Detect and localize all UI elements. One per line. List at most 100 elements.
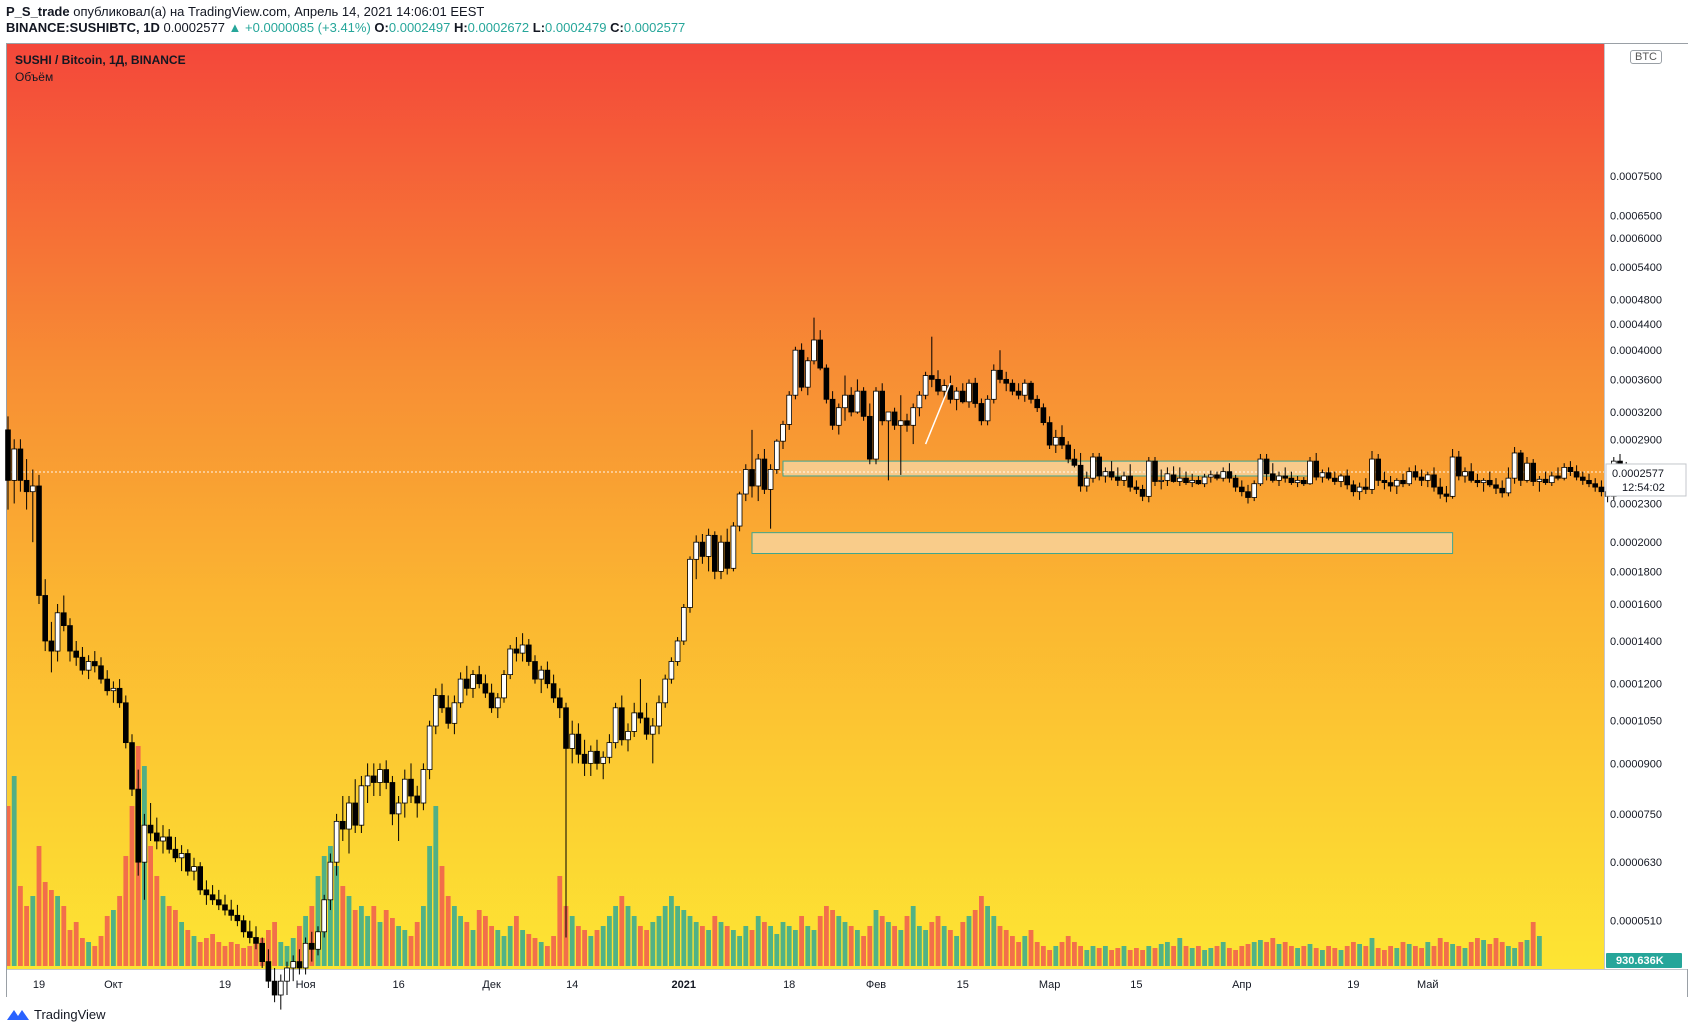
candle[interactable] bbox=[42, 595, 48, 642]
candle[interactable] bbox=[1164, 473, 1171, 481]
candle[interactable] bbox=[817, 339, 823, 369]
candle[interactable] bbox=[867, 415, 873, 460]
candle[interactable] bbox=[17, 448, 24, 481]
candle[interactable] bbox=[619, 707, 625, 741]
candle[interactable] bbox=[1090, 456, 1096, 479]
candle[interactable] bbox=[705, 534, 712, 557]
brand-name[interactable]: TradingView bbox=[34, 1006, 106, 1022]
candle[interactable] bbox=[1387, 482, 1394, 487]
candle[interactable] bbox=[1307, 460, 1313, 485]
candle[interactable] bbox=[848, 394, 854, 413]
candle[interactable] bbox=[991, 369, 997, 400]
candle[interactable] bbox=[215, 899, 222, 906]
candle[interactable] bbox=[48, 640, 55, 652]
candle[interactable] bbox=[79, 656, 86, 671]
candle[interactable] bbox=[1009, 382, 1016, 392]
candle[interactable] bbox=[1121, 475, 1127, 481]
candle[interactable] bbox=[550, 683, 557, 699]
candle[interactable] bbox=[203, 889, 210, 896]
candle[interactable] bbox=[904, 420, 910, 426]
candle[interactable] bbox=[984, 398, 991, 422]
candle[interactable] bbox=[637, 712, 644, 719]
candle[interactable] bbox=[544, 669, 551, 685]
candle[interactable] bbox=[643, 717, 650, 735]
candle[interactable] bbox=[1369, 458, 1375, 490]
candle[interactable] bbox=[879, 390, 885, 422]
candle[interactable] bbox=[370, 775, 377, 783]
candle[interactable] bbox=[718, 541, 724, 572]
candle[interactable] bbox=[1530, 462, 1537, 482]
candle[interactable] bbox=[5, 429, 11, 481]
candle[interactable] bbox=[575, 733, 582, 755]
candle[interactable] bbox=[11, 448, 18, 481]
candle[interactable] bbox=[1294, 479, 1301, 484]
candle[interactable] bbox=[1028, 382, 1034, 400]
candle[interactable] bbox=[743, 469, 749, 495]
candle[interactable] bbox=[972, 382, 978, 404]
candle[interactable] bbox=[736, 493, 743, 527]
candle[interactable] bbox=[699, 541, 706, 557]
candle[interactable] bbox=[662, 678, 668, 704]
candle[interactable] bbox=[67, 625, 73, 652]
candle[interactable] bbox=[1549, 475, 1555, 484]
candle[interactable] bbox=[364, 775, 371, 787]
candle[interactable] bbox=[1065, 444, 1072, 460]
candle[interactable] bbox=[259, 942, 265, 962]
candle[interactable] bbox=[1288, 477, 1295, 484]
candle[interactable] bbox=[922, 375, 929, 396]
candle[interactable] bbox=[265, 961, 272, 982]
candle[interactable] bbox=[1412, 471, 1419, 478]
candle[interactable] bbox=[1456, 456, 1462, 477]
candle[interactable] bbox=[1518, 452, 1524, 481]
candle[interactable] bbox=[1573, 471, 1580, 478]
candle[interactable] bbox=[557, 697, 563, 709]
candle[interactable] bbox=[98, 665, 104, 680]
candle[interactable] bbox=[1418, 476, 1425, 481]
candle[interactable] bbox=[123, 702, 129, 744]
candle[interactable] bbox=[1263, 458, 1270, 475]
candle[interactable] bbox=[228, 909, 235, 916]
candle[interactable] bbox=[1022, 382, 1028, 396]
candle[interactable] bbox=[1431, 474, 1437, 488]
candle[interactable] bbox=[1108, 471, 1115, 478]
candle[interactable] bbox=[1598, 486, 1605, 493]
candle[interactable] bbox=[1127, 475, 1134, 488]
candle[interactable] bbox=[687, 558, 693, 608]
candle[interactable] bbox=[1170, 474, 1177, 482]
candle[interactable] bbox=[1077, 464, 1084, 487]
candle[interactable] bbox=[160, 836, 166, 842]
candle[interactable] bbox=[1561, 466, 1568, 479]
candle[interactable] bbox=[494, 697, 501, 709]
candle[interactable] bbox=[823, 367, 830, 400]
candle[interactable] bbox=[1462, 471, 1468, 477]
candle[interactable] bbox=[457, 678, 464, 704]
candle[interactable] bbox=[23, 479, 30, 493]
candle[interactable] bbox=[941, 385, 947, 392]
candle[interactable] bbox=[153, 832, 160, 842]
candle[interactable] bbox=[1406, 471, 1413, 485]
candle[interactable] bbox=[1536, 478, 1543, 482]
candle[interactable] bbox=[1313, 460, 1320, 478]
candle[interactable] bbox=[327, 861, 334, 901]
candle[interactable] bbox=[767, 469, 774, 490]
candle[interactable] bbox=[302, 942, 309, 969]
candle[interactable] bbox=[668, 661, 675, 680]
candle[interactable] bbox=[135, 788, 142, 863]
candle[interactable] bbox=[1375, 458, 1382, 481]
candle[interactable] bbox=[463, 678, 470, 689]
candle[interactable] bbox=[891, 411, 898, 426]
candle[interactable] bbox=[1474, 479, 1481, 484]
candle[interactable] bbox=[594, 750, 600, 764]
candle[interactable] bbox=[1542, 478, 1549, 484]
candle[interactable] bbox=[277, 980, 284, 996]
candle[interactable] bbox=[184, 853, 191, 872]
candle[interactable] bbox=[358, 785, 365, 826]
candle[interactable] bbox=[296, 961, 303, 969]
candle[interactable] bbox=[513, 648, 520, 654]
candle[interactable] bbox=[674, 640, 681, 662]
candle[interactable] bbox=[61, 612, 67, 626]
candle[interactable] bbox=[110, 687, 117, 692]
candle[interactable] bbox=[1158, 479, 1165, 482]
candle[interactable] bbox=[1177, 477, 1183, 482]
